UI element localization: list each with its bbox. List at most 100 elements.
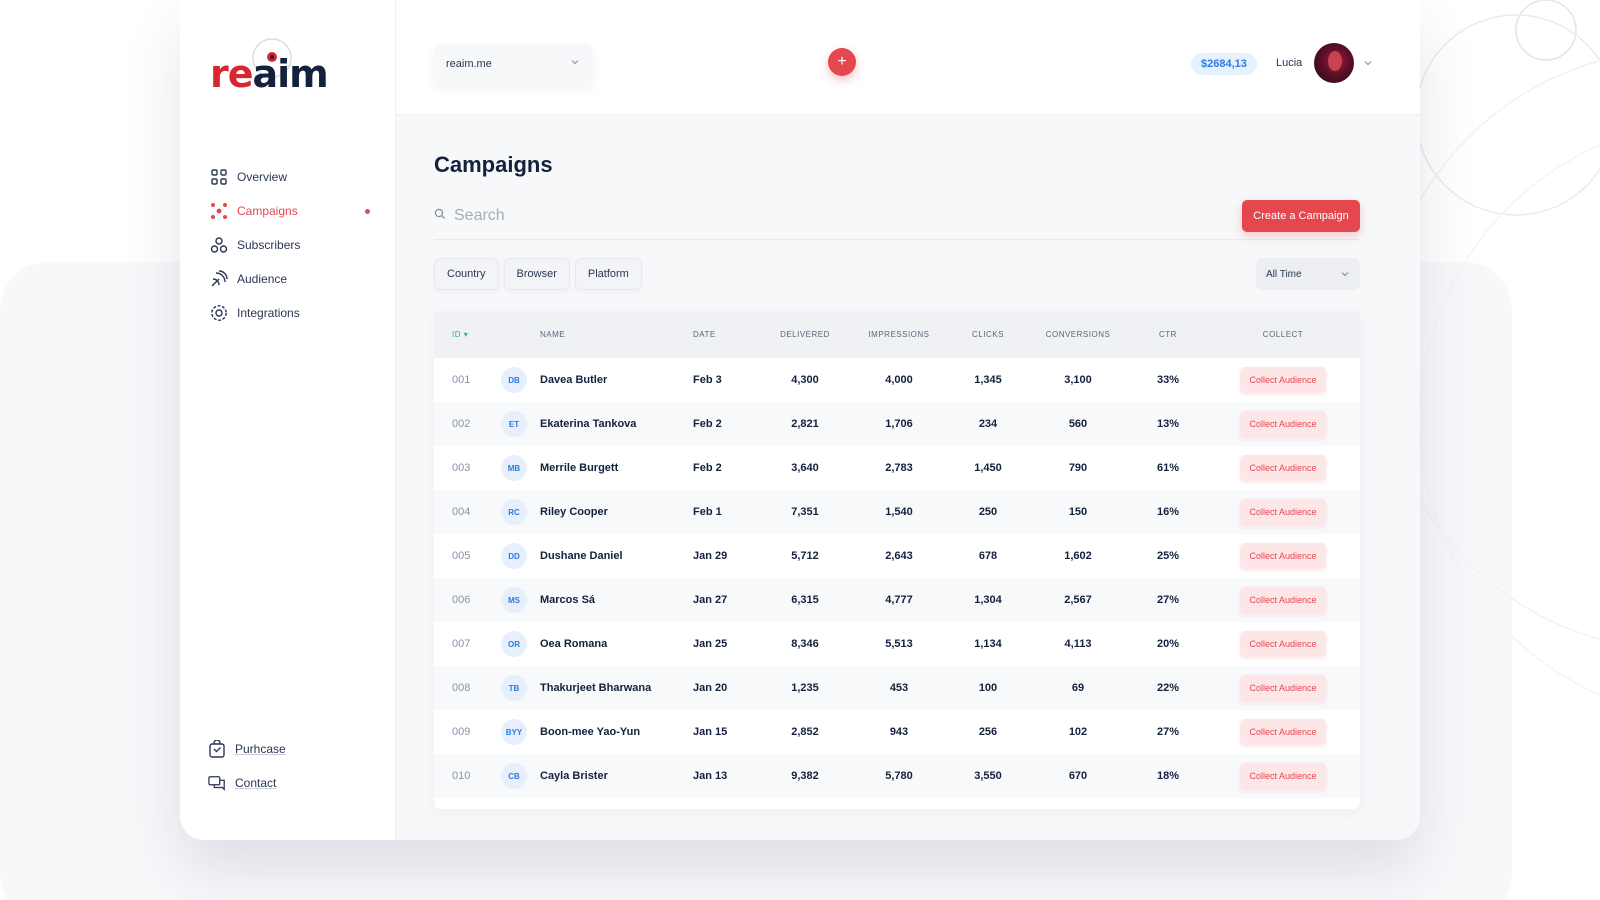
sidebar-item-subscribers[interactable]: Subscribers bbox=[210, 228, 370, 262]
cell-conversions: 102 bbox=[1068, 726, 1088, 738]
cell-conversions: 3,100 bbox=[1064, 374, 1092, 386]
avatar-initials: DB bbox=[501, 367, 527, 393]
cell-conversions: 790 bbox=[1068, 462, 1088, 474]
cell-ctr: 20% bbox=[1156, 638, 1180, 650]
collect-audience-button[interactable]: Collect Audience bbox=[1240, 631, 1326, 657]
cell-collect: Collect Audience bbox=[1212, 719, 1354, 745]
cell-collect: Collect Audience bbox=[1212, 675, 1354, 701]
cell-clicks: 100 bbox=[978, 682, 998, 694]
column-header-ctr[interactable]: CTR bbox=[1159, 330, 1177, 339]
create-campaign-button[interactable]: Create a Campaign bbox=[1242, 200, 1360, 232]
cell-ctr: 33% bbox=[1156, 374, 1180, 386]
column-header-date[interactable]: DATE bbox=[693, 330, 716, 339]
table-row[interactable]: 010 CB Cayla Brister Jan 13 9,382 5,780 … bbox=[434, 754, 1360, 798]
active-indicator bbox=[365, 209, 370, 214]
table-row[interactable]: 005 DD Dushane Daniel Jan 29 5,712 2,643… bbox=[434, 534, 1360, 578]
filter-platform[interactable]: Platform bbox=[574, 258, 642, 290]
avatar-initials: MS bbox=[501, 587, 527, 613]
table-row[interactable]: 002 ET Ekaterina Tankova Feb 2 2,821 1,7… bbox=[434, 402, 1360, 446]
cell-conversions: 69 bbox=[1071, 682, 1085, 694]
sort-down-icon: ▾ bbox=[463, 330, 469, 339]
cell-date: Jan 13 bbox=[693, 770, 728, 782]
cell-impressions: 1,540 bbox=[885, 506, 913, 518]
cell-date: Jan 27 bbox=[693, 594, 728, 606]
collect-audience-button[interactable]: Collect Audience bbox=[1240, 587, 1326, 613]
sidebar-item-contact[interactable]: Contact bbox=[208, 766, 368, 800]
collect-audience-button[interactable]: Collect Audience bbox=[1240, 543, 1326, 569]
table-row[interactable]: 001 DB Davea Butler Feb 3 4,300 4,000 1,… bbox=[434, 358, 1360, 402]
collect-audience-button[interactable]: Collect Audience bbox=[1240, 411, 1326, 437]
user-name[interactable]: Lucia bbox=[1276, 57, 1303, 69]
collect-audience-button[interactable]: Collect Audience bbox=[1240, 499, 1326, 525]
sidebar-item-campaigns[interactable]: Campaigns bbox=[210, 194, 370, 228]
cell-name: Thakurjeet Bharwana bbox=[540, 682, 652, 694]
cell-avatar: TB bbox=[501, 675, 540, 701]
table-row[interactable]: 009 BYY Boon-mee Yao-Yun Jan 15 2,852 94… bbox=[434, 710, 1360, 754]
cell-avatar: MB bbox=[501, 455, 540, 481]
cell-id: 008 bbox=[452, 682, 471, 694]
avatar-initials: RC bbox=[501, 499, 527, 525]
table-row[interactable]: 008 TB Thakurjeet Bharwana Jan 20 1,235 … bbox=[434, 666, 1360, 710]
cell-clicks: 250 bbox=[978, 506, 998, 518]
campaigns-icon bbox=[210, 202, 228, 220]
column-header-clicks[interactable]: CLICKS bbox=[972, 330, 1004, 339]
filter-browser[interactable]: Browser bbox=[503, 258, 570, 290]
cell-id: 009 bbox=[452, 726, 471, 738]
time-range-select[interactable]: All Time bbox=[1256, 258, 1360, 290]
cell-ctr: 27% bbox=[1156, 726, 1180, 738]
audience-icon bbox=[210, 270, 228, 288]
balance-badge: $2684,13 bbox=[1191, 53, 1257, 75]
cell-ctr: 13% bbox=[1156, 418, 1180, 430]
sidebar-item-label: Audience bbox=[237, 272, 288, 286]
cell-collect: Collect Audience bbox=[1212, 587, 1354, 613]
sidebar-item-label: Overview bbox=[237, 170, 288, 184]
column-header-conversions[interactable]: CONVERSIONS bbox=[1045, 330, 1111, 339]
search-bar bbox=[434, 198, 1358, 240]
cell-date: Jan 15 bbox=[693, 726, 728, 738]
search-icon bbox=[434, 208, 445, 219]
filter-group: Country Browser Platform bbox=[434, 258, 642, 290]
column-header-name[interactable]: NAME bbox=[540, 330, 566, 339]
cell-delivered: 7,351 bbox=[791, 506, 819, 518]
cell-avatar: MS bbox=[501, 587, 540, 613]
collect-audience-button[interactable]: Collect Audience bbox=[1240, 675, 1326, 701]
table-row[interactable]: 003 MB Merrile Burgett Feb 2 3,640 2,783… bbox=[434, 446, 1360, 490]
site-select-value: reaim.me bbox=[446, 58, 492, 70]
cell-date: Feb 1 bbox=[693, 506, 722, 518]
collect-audience-button[interactable]: Collect Audience bbox=[1240, 455, 1326, 481]
collect-audience-button[interactable]: Collect Audience bbox=[1240, 367, 1326, 393]
avatar[interactable] bbox=[1314, 43, 1354, 83]
chevron-down-icon bbox=[571, 60, 579, 65]
cell-id: 006 bbox=[452, 594, 471, 606]
sidebar-item-label: Campaigns bbox=[237, 204, 298, 218]
collect-audience-button[interactable]: Collect Audience bbox=[1240, 719, 1326, 745]
sidebar-item-audience[interactable]: Audience bbox=[210, 262, 370, 296]
cell-avatar: ET bbox=[501, 411, 540, 437]
sidebar-item-purchase[interactable]: Purhcase bbox=[208, 732, 368, 766]
cell-delivered: 2,852 bbox=[791, 726, 819, 738]
cell-clicks: 1,304 bbox=[974, 594, 1002, 606]
column-header-impressions[interactable]: IMPRESSIONS bbox=[868, 330, 930, 339]
table-row[interactable]: 007 OR Oea Romana Jan 25 8,346 5,513 1,1… bbox=[434, 622, 1360, 666]
cell-name: Oea Romana bbox=[540, 638, 608, 650]
cell-clicks: 1,345 bbox=[974, 374, 1002, 386]
cell-clicks: 1,450 bbox=[974, 462, 1002, 474]
collect-audience-button[interactable]: Collect Audience bbox=[1240, 763, 1326, 789]
sidebar-item-overview[interactable]: Overview bbox=[210, 160, 370, 194]
add-button[interactable]: + bbox=[828, 48, 856, 76]
chevron-down-icon bbox=[1341, 272, 1349, 277]
avatar-initials: CB bbox=[501, 763, 527, 789]
search-input[interactable] bbox=[454, 202, 854, 230]
time-range-value: All Time bbox=[1266, 268, 1302, 280]
chevron-down-icon[interactable] bbox=[1363, 58, 1373, 68]
table-row[interactable]: 006 MS Marcos Sá Jan 27 6,315 4,777 1,30… bbox=[434, 578, 1360, 622]
column-header-delivered[interactable]: DELIVERED bbox=[780, 330, 830, 339]
site-select[interactable]: reaim.me bbox=[434, 44, 592, 84]
sidebar-item-integrations[interactable]: Integrations bbox=[210, 296, 370, 330]
filter-country[interactable]: Country bbox=[434, 258, 499, 290]
cell-collect: Collect Audience bbox=[1212, 499, 1354, 525]
cell-conversions: 150 bbox=[1068, 506, 1088, 518]
cell-impressions: 5,780 bbox=[885, 770, 913, 782]
column-header-id[interactable]: ID ▾ bbox=[452, 330, 469, 339]
table-row[interactable]: 004 RC Riley Cooper Feb 1 7,351 1,540 25… bbox=[434, 490, 1360, 534]
